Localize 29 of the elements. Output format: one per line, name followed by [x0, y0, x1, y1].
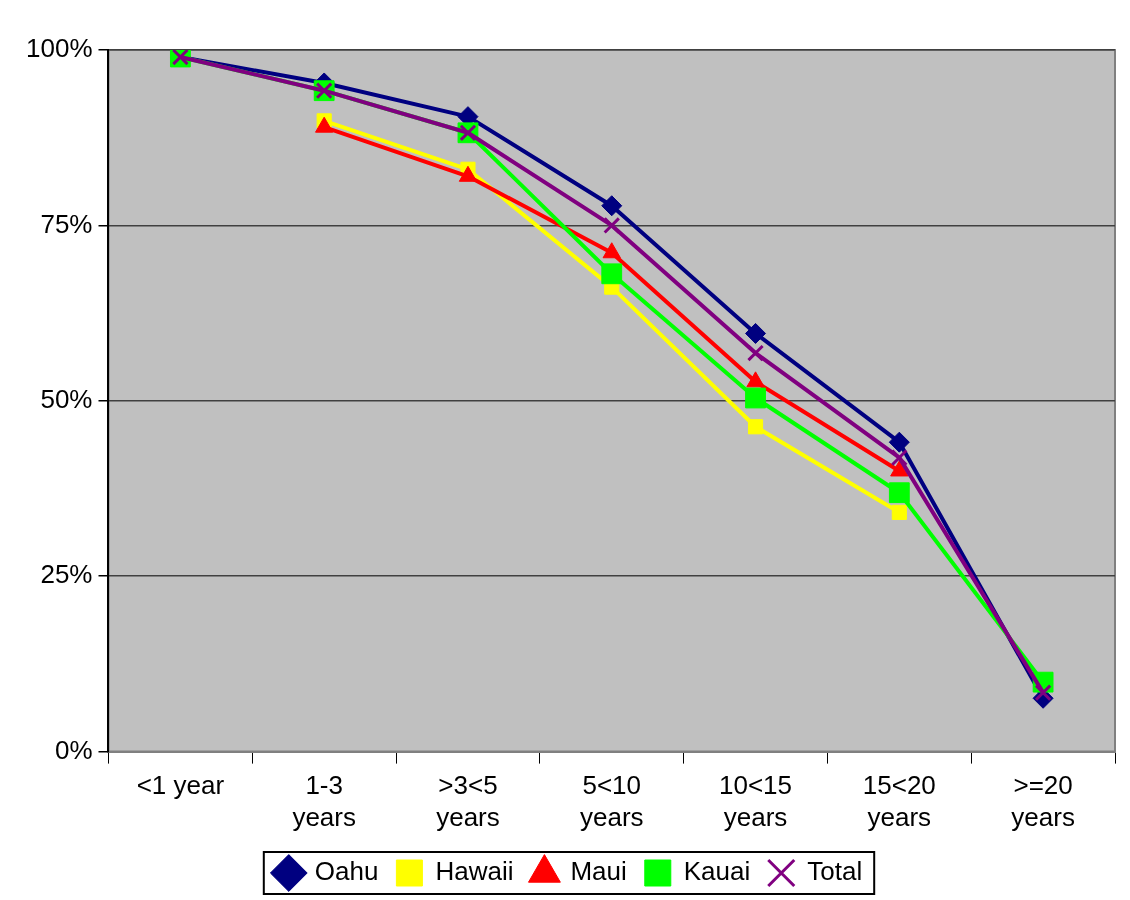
point	[888, 431, 910, 453]
legend-label: Total	[807, 856, 863, 887]
point	[746, 344, 765, 362]
y-tick-label: 25%	[40, 559, 93, 590]
legend-label: Oahu	[314, 856, 379, 887]
y-tick-label: 100%	[26, 33, 93, 64]
point	[747, 419, 764, 435]
x-tick-label: 15<20 years	[862, 770, 936, 832]
point	[890, 449, 908, 467]
y-tick-label: 75%	[40, 208, 93, 239]
point	[603, 216, 621, 234]
legend-label: Maui	[570, 856, 627, 887]
legend-label: Kauai	[683, 856, 751, 887]
legend-label: Hawaii	[435, 856, 514, 887]
x-tick-label: 1-3 years	[292, 770, 356, 832]
x-tick-label: >3<5 years	[436, 770, 500, 832]
x-tick-label: 10<15 years	[719, 770, 793, 832]
point	[891, 504, 907, 520]
point	[601, 263, 623, 285]
x-tick-label: <1 year	[136, 770, 225, 801]
y-tick-label: 0%	[54, 734, 93, 765]
point	[1034, 684, 1052, 702]
point	[888, 482, 910, 504]
point	[745, 322, 767, 344]
point	[745, 387, 766, 409]
x-tick-label: >=20 years	[1011, 770, 1075, 832]
x-tick-label: 5<10 years	[579, 770, 644, 832]
point	[601, 195, 623, 217]
y-tick-label: 50%	[40, 383, 93, 414]
